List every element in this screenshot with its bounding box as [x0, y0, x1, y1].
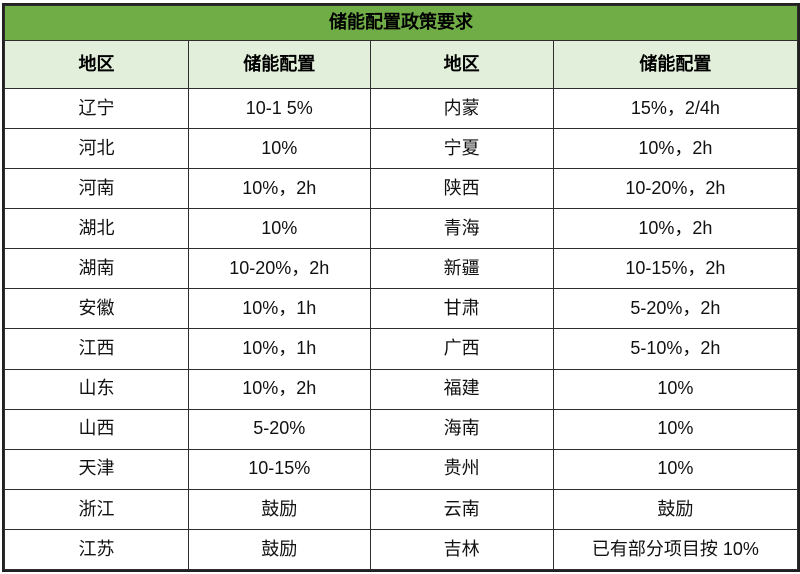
table-title-row: 储能配置政策要求	[4, 5, 798, 41]
table-row: 辽宁 10-1 5% 内蒙 15%，2/4h	[4, 87, 799, 130]
region-cell: 内蒙	[369, 87, 554, 130]
config-cell: 已有部分项目按 10%	[552, 528, 799, 571]
policy-table-container: 储能配置政策要求 地区 储能配置 地区 储能配置 辽宁 10-1 5% 内蒙 15%，…	[2, 3, 800, 572]
region-cell: 陕西	[369, 168, 554, 210]
region-cell: 河南	[4, 168, 189, 210]
config-cell: 10-1 5%	[187, 87, 371, 130]
config-cell: 鼓励	[187, 488, 371, 530]
config-cell: 15%，2/4h	[552, 87, 799, 130]
table-row: 安徽 10%，1h 甘肃 5-20%，2h	[4, 288, 799, 330]
config-cell: 10-15%，2h	[552, 248, 799, 290]
region-cell: 安徽	[4, 288, 189, 330]
region-cell: 浙江	[4, 488, 189, 530]
region-cell: 福建	[369, 368, 554, 410]
config-cell: 10%，2h	[187, 368, 371, 410]
table-title: 储能配置政策要求	[4, 5, 798, 41]
region-cell: 山东	[4, 368, 189, 410]
config-cell: 10-20%，2h	[187, 248, 371, 290]
config-cell: 10%，1h	[187, 328, 371, 370]
table-row: 湖北 10% 青海 10%，2h	[4, 208, 799, 250]
config-cell: 10%，2h	[187, 168, 371, 210]
region-cell: 云南	[369, 488, 554, 530]
config-cell: 5-20%，2h	[552, 288, 799, 330]
region-cell: 青海	[369, 208, 554, 250]
table-row: 山东 10%，2h 福建 10%	[4, 368, 799, 410]
region-cell: 贵州	[369, 448, 554, 490]
config-cell: 5-10%，2h	[552, 328, 799, 370]
region-cell: 广西	[369, 328, 554, 370]
table-row: 河北 10% 宁夏 10%，2h	[4, 128, 799, 170]
config-cell: 10%，2h	[552, 208, 799, 250]
config-cell: 10%	[187, 128, 371, 170]
table-header-row: 地区 储能配置 地区 储能配置	[4, 40, 799, 89]
config-cell: 10%，1h	[187, 288, 371, 330]
region-cell: 海南	[369, 408, 554, 450]
config-cell: 5-20%	[187, 408, 371, 450]
config-cell: 10%	[187, 208, 371, 250]
policy-table: 储能配置政策要求 地区 储能配置 地区 储能配置 辽宁 10-1 5% 内蒙 15%，…	[4, 5, 799, 571]
region-cell: 湖北	[4, 208, 189, 250]
table-row: 江苏 鼓励 吉林 已有部分项目按 10%	[4, 528, 799, 571]
config-cell: 鼓励	[552, 488, 799, 530]
table-row: 江西 10%，1h 广西 5-10%，2h	[4, 328, 799, 370]
header-cell-region-right: 地区	[369, 40, 554, 89]
config-cell: 10%	[552, 448, 799, 490]
config-cell: 10%，2h	[552, 128, 799, 170]
config-cell: 10%	[552, 368, 799, 410]
region-cell: 江西	[4, 328, 189, 370]
region-cell: 江苏	[4, 528, 189, 571]
table-row: 河南 10%，2h 陕西 10-20%，2h	[4, 168, 799, 210]
header-cell-region-left: 地区	[4, 40, 189, 89]
table-row: 山西 5-20% 海南 10%	[4, 408, 799, 450]
region-cell: 湖南	[4, 248, 189, 290]
header-cell-config-left: 储能配置	[187, 40, 371, 89]
region-cell: 新疆	[369, 248, 554, 290]
header-cell-config-right: 储能配置	[552, 40, 799, 89]
config-cell: 10-15%	[187, 448, 371, 490]
region-cell: 山西	[4, 408, 189, 450]
table-body: 辽宁 10-1 5% 内蒙 15%，2/4h 河北 10% 宁夏 10%，2h 河南 10%，2h…	[4, 87, 799, 571]
table-row: 浙江 鼓励 云南 鼓励	[4, 488, 799, 530]
config-cell: 10%	[552, 408, 799, 450]
region-cell: 辽宁	[4, 87, 189, 130]
region-cell: 吉林	[369, 528, 554, 571]
region-cell: 宁夏	[369, 128, 554, 170]
region-cell: 河北	[4, 128, 189, 170]
region-cell: 甘肃	[369, 288, 554, 330]
config-cell: 鼓励	[187, 528, 371, 571]
table-row: 湖南 10-20%，2h 新疆 10-15%，2h	[4, 248, 799, 290]
table-row: 天津 10-15% 贵州 10%	[4, 448, 799, 490]
config-cell: 10-20%，2h	[552, 168, 799, 210]
region-cell: 天津	[4, 448, 189, 490]
